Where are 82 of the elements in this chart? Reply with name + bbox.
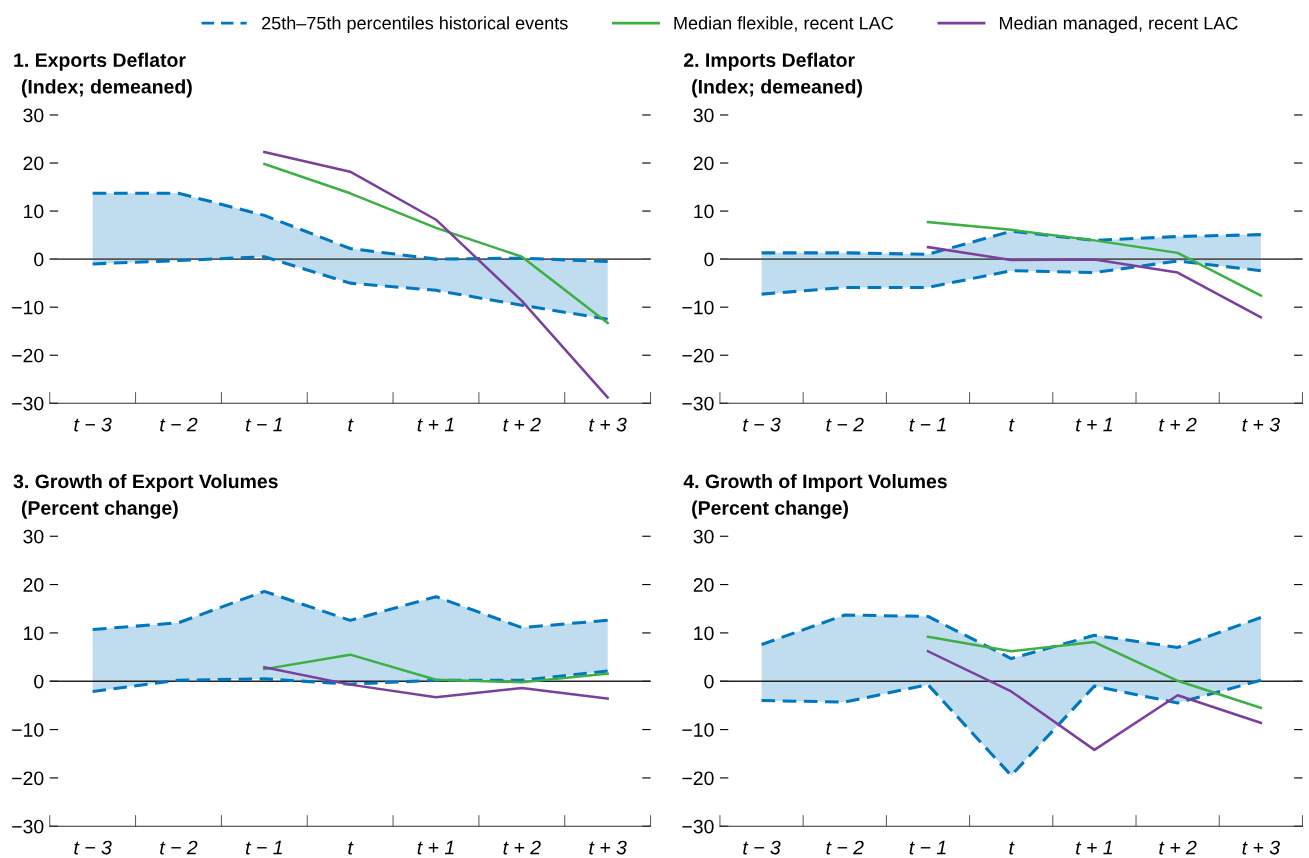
line-series xyxy=(263,150,609,399)
chart-title: 3. Growth of Export Volumes xyxy=(13,473,278,493)
line-series xyxy=(91,255,610,321)
x-tick-label: t xyxy=(348,418,354,432)
y-tick-label: −30 xyxy=(682,819,714,834)
x-tick-label: t xyxy=(348,841,354,855)
x-tick-label: t − 1 xyxy=(909,417,946,432)
x-tick-label: t + 1 xyxy=(1076,840,1112,855)
y-tick-label: −20 xyxy=(682,348,714,363)
line-series xyxy=(926,220,1263,297)
y-tick-label: 10 xyxy=(24,204,44,219)
y-tick-label: 30 xyxy=(693,529,714,544)
line-series xyxy=(926,635,1263,710)
chart-title: 2. Imports Deflator xyxy=(683,52,855,71)
x-tick-label: t + 1 xyxy=(417,417,454,432)
y-tick-label: −30 xyxy=(12,396,44,411)
line-series xyxy=(263,162,609,325)
y-tick-label: 20 xyxy=(23,578,44,592)
line-series xyxy=(760,613,1263,661)
x-tick-label: t − 1 xyxy=(246,840,282,855)
chart-subtitle: (Percent change) xyxy=(21,500,178,519)
x-tick-label: t + 3 xyxy=(1242,840,1280,855)
x-tick-label: t + 3 xyxy=(589,417,627,432)
chart-subtitle: (Index; demeaned) xyxy=(692,79,862,98)
x-tick-label: t − 1 xyxy=(246,417,282,432)
x-tick-label: t − 2 xyxy=(826,417,864,432)
y-tick-label: 0 xyxy=(704,252,714,267)
line-series xyxy=(91,589,610,632)
y-tick-label: −30 xyxy=(12,819,44,834)
y-tick-label: −10 xyxy=(12,300,44,315)
y-tick-label: 0 xyxy=(704,674,714,689)
y-tick-label: 30 xyxy=(23,108,44,123)
line-series xyxy=(263,665,609,700)
y-tick-label: 0 xyxy=(34,674,44,689)
chart-title: 1. Exports Deflator xyxy=(14,52,186,71)
line-series xyxy=(263,653,609,684)
x-tick-label: t + 2 xyxy=(1159,417,1197,432)
y-tick-label: −20 xyxy=(12,348,44,363)
y-tick-label: 10 xyxy=(694,626,714,641)
x-tick-label: t − 1 xyxy=(909,840,946,855)
x-tick-label: t + 3 xyxy=(1242,417,1280,432)
y-tick-label: −20 xyxy=(12,771,44,786)
x-tick-label: t − 3 xyxy=(743,417,781,432)
y-tick-label: −10 xyxy=(682,300,714,315)
y-tick-label: −10 xyxy=(12,723,44,737)
legend-label: Median flexible, recent LAC xyxy=(674,16,894,32)
x-tick-label: t + 2 xyxy=(503,840,541,855)
y-tick-label: −10 xyxy=(682,723,714,737)
x-tick-label: t − 2 xyxy=(826,840,864,855)
x-tick-label: t − 3 xyxy=(74,417,112,432)
x-tick-label: t − 3 xyxy=(74,840,112,855)
line-series xyxy=(760,259,1263,296)
y-tick-label: 0 xyxy=(34,252,44,267)
line-series xyxy=(91,669,610,693)
line-series xyxy=(926,650,1263,752)
x-tick-label: t + 3 xyxy=(589,840,627,855)
y-tick-label: 10 xyxy=(694,204,714,219)
chart-title: 4. Growth of Import Volumes xyxy=(683,473,947,493)
x-tick-label: t + 1 xyxy=(417,840,454,855)
y-tick-label: 30 xyxy=(23,529,44,544)
legend-label: Median managed, recent LAC xyxy=(999,16,1238,34)
y-tick-label: 10 xyxy=(24,626,44,641)
x-tick-label: t + 2 xyxy=(1159,840,1197,855)
x-tick-label: t xyxy=(1009,418,1015,432)
x-tick-label: t − 2 xyxy=(160,417,198,432)
x-tick-label: t − 2 xyxy=(160,840,198,855)
line-series xyxy=(926,245,1263,319)
y-tick-label: −30 xyxy=(682,396,714,411)
y-tick-label: −20 xyxy=(682,771,714,786)
x-tick-label: t + 2 xyxy=(503,417,541,432)
line-series xyxy=(91,191,610,264)
chart-subtitle: (Index; demeaned) xyxy=(21,79,192,98)
x-tick-label: t − 3 xyxy=(743,840,781,855)
y-tick-label: 20 xyxy=(23,156,44,171)
y-tick-label: 20 xyxy=(693,156,714,171)
y-tick-label: 20 xyxy=(693,578,714,592)
x-tick-label: t xyxy=(1009,841,1015,855)
line-series xyxy=(760,229,1263,256)
x-tick-label: t + 1 xyxy=(1076,417,1112,432)
legend-label: 25th–75th percentiles historical events xyxy=(262,16,568,34)
y-tick-label: 30 xyxy=(693,108,714,123)
chart-subtitle: (Percent change) xyxy=(692,500,848,519)
